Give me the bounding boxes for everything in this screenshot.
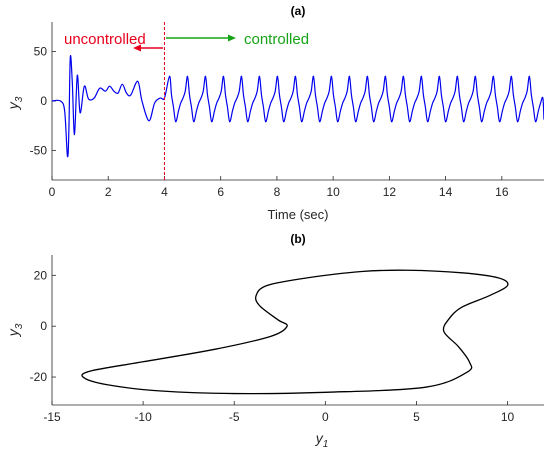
panel-a-title: (a) (291, 4, 306, 18)
panel-b-series-group (81, 269, 509, 395)
panel-a-x-tick-label: 10 (326, 185, 340, 199)
panel-b: (b) y1 y3 (5, 232, 544, 450)
panel-a-x-tick-label: 4 (161, 185, 168, 199)
panel-b-x-tick-label: 10 (501, 410, 515, 424)
panel-a-x-tick-label: 16 (495, 185, 509, 199)
panel-b-x-tick-label: 0 (322, 410, 329, 424)
panel-a-x-tick-label: 8 (274, 185, 281, 199)
panel-a-x-tick-label: 12 (383, 185, 397, 199)
panel-b-x-tick-label: 5 (413, 410, 420, 424)
panel-a-y-tick-label: -50 (30, 143, 48, 157)
annotation-controlled: controlled (244, 31, 309, 48)
arrow-left-uncontrolled (133, 44, 163, 52)
panel-b-phase-portrait-line (81, 269, 509, 395)
annotation-uncontrolled: uncontrolled (64, 31, 146, 48)
panel-a-y-tick-label: 50 (34, 45, 48, 59)
panel-a-x-tick-label: 0 (49, 185, 56, 199)
panel-b-x-tick-label: -10 (134, 410, 152, 424)
panel-a-x-tick-label: 6 (217, 185, 224, 199)
panel-b-plot-area (52, 255, 544, 405)
panel-b-x-axis-label: y1 (315, 430, 329, 450)
panel-a-series-group (52, 55, 544, 158)
panel-b-y-tick-label: 20 (34, 268, 48, 282)
panel-b-y-tick-label: 0 (40, 319, 47, 333)
panel-a-x-axis-label: Time (sec) (268, 207, 329, 222)
panel-b-y-tick-label: -20 (30, 370, 48, 384)
panel-a-y-tick-label: 0 (40, 94, 47, 108)
panel-a-x-tick-label: 2 (105, 185, 112, 199)
panel-b-x-tick-label: -15 (43, 410, 61, 424)
panel-a-x-tick-label: 14 (439, 185, 453, 199)
panel-b-y-axis-label: y3 (5, 323, 25, 337)
panel-a-y-axis-label: y3 (5, 96, 25, 110)
panel-b-title: (b) (290, 232, 305, 246)
panel-a-series-line (52, 55, 544, 158)
panel-b-x-tick-label: -5 (229, 410, 240, 424)
panel-a: (a) Time (sec) y3 uncontrolled controlle… (5, 4, 544, 222)
arrow-right-controlled (166, 34, 236, 42)
